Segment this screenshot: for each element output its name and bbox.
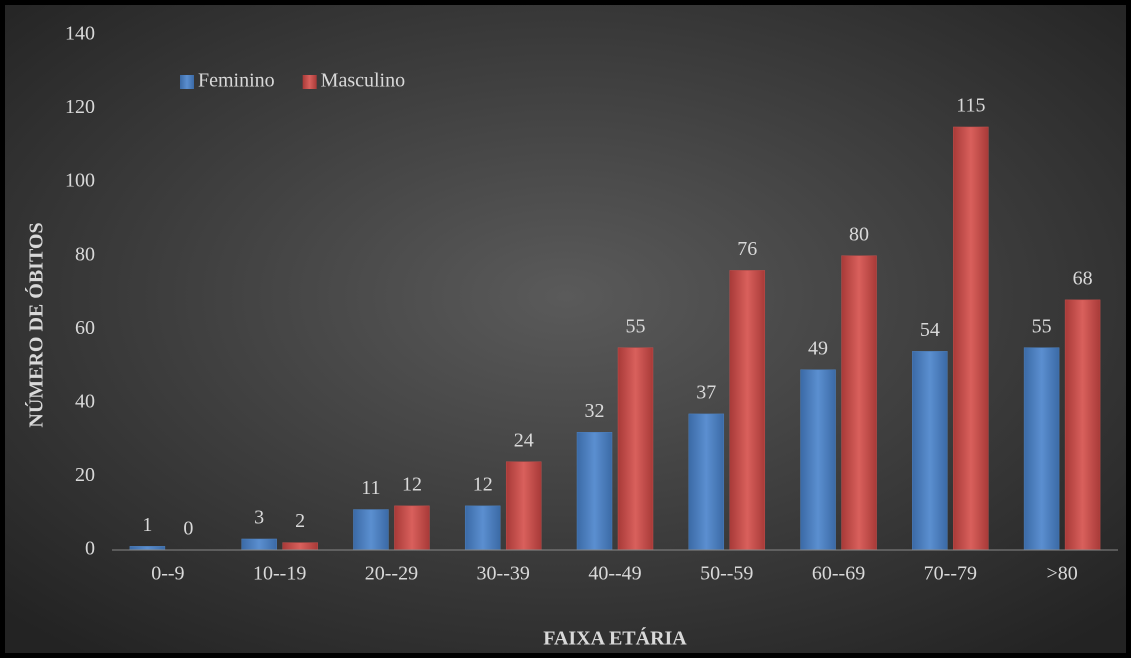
data-label: 68 <box>1073 267 1093 289</box>
bar <box>353 509 389 551</box>
y-tick-label: 140 <box>65 23 95 45</box>
x-tick-label: 10--19 <box>253 563 306 585</box>
y-axis-title: NÚMERO DE ÓBITOS <box>24 222 48 427</box>
x-tick-label: 40--49 <box>588 563 641 585</box>
x-tick-label: 20--29 <box>365 563 418 585</box>
data-label: 1 <box>142 514 152 536</box>
y-tick-label: 80 <box>75 243 95 265</box>
x-tick-label: 30--39 <box>477 563 530 585</box>
x-tick-label: 50--59 <box>700 563 753 585</box>
data-label: 2 <box>295 510 305 532</box>
data-label: 37 <box>696 381 716 403</box>
y-tick-label: 100 <box>65 170 95 192</box>
legend-swatch <box>180 75 194 89</box>
y-tick-label: 0 <box>85 538 95 560</box>
bar <box>129 546 166 551</box>
bar <box>1064 299 1101 551</box>
x-tick-label: 70--79 <box>924 563 977 585</box>
data-label: 12 <box>402 473 422 495</box>
data-label: 115 <box>956 95 985 117</box>
data-label: 0 <box>183 518 193 540</box>
y-tick-label: 40 <box>75 390 95 412</box>
bar <box>1023 347 1060 551</box>
bar <box>800 369 836 551</box>
bar <box>464 505 501 551</box>
bar <box>841 255 877 551</box>
data-label: 76 <box>737 238 757 260</box>
data-label: 24 <box>514 429 534 451</box>
y-tick-label: 120 <box>65 96 95 118</box>
legend-label: Feminino <box>198 70 275 92</box>
bar <box>241 538 277 551</box>
x-tick-label: 0--9 <box>151 563 184 585</box>
data-label: 55 <box>626 315 646 337</box>
bar <box>576 432 613 551</box>
data-label: 32 <box>585 400 605 422</box>
data-label: 3 <box>254 507 264 529</box>
x-tick-label: >80 <box>1046 563 1077 585</box>
bar <box>282 542 318 551</box>
bar <box>912 351 948 551</box>
data-label: 11 <box>361 477 380 499</box>
data-label: 54 <box>920 319 940 341</box>
data-label: 80 <box>849 223 869 245</box>
bar <box>688 413 725 551</box>
bar <box>953 126 989 551</box>
y-tick-label: 20 <box>75 464 95 486</box>
data-label: 55 <box>1032 315 1052 337</box>
legend-swatch <box>302 75 317 89</box>
x-axis-title: FAIXA ETÁRIA <box>543 627 687 650</box>
bar <box>617 347 654 551</box>
bar <box>729 270 766 551</box>
x-tick-label: 60--69 <box>812 563 865 585</box>
y-tick-label: 60 <box>75 317 95 339</box>
bar <box>394 505 430 551</box>
data-label: 12 <box>473 473 493 495</box>
bar <box>505 461 542 551</box>
legend-label: Masculino <box>321 70 405 92</box>
data-label: 49 <box>808 337 828 359</box>
